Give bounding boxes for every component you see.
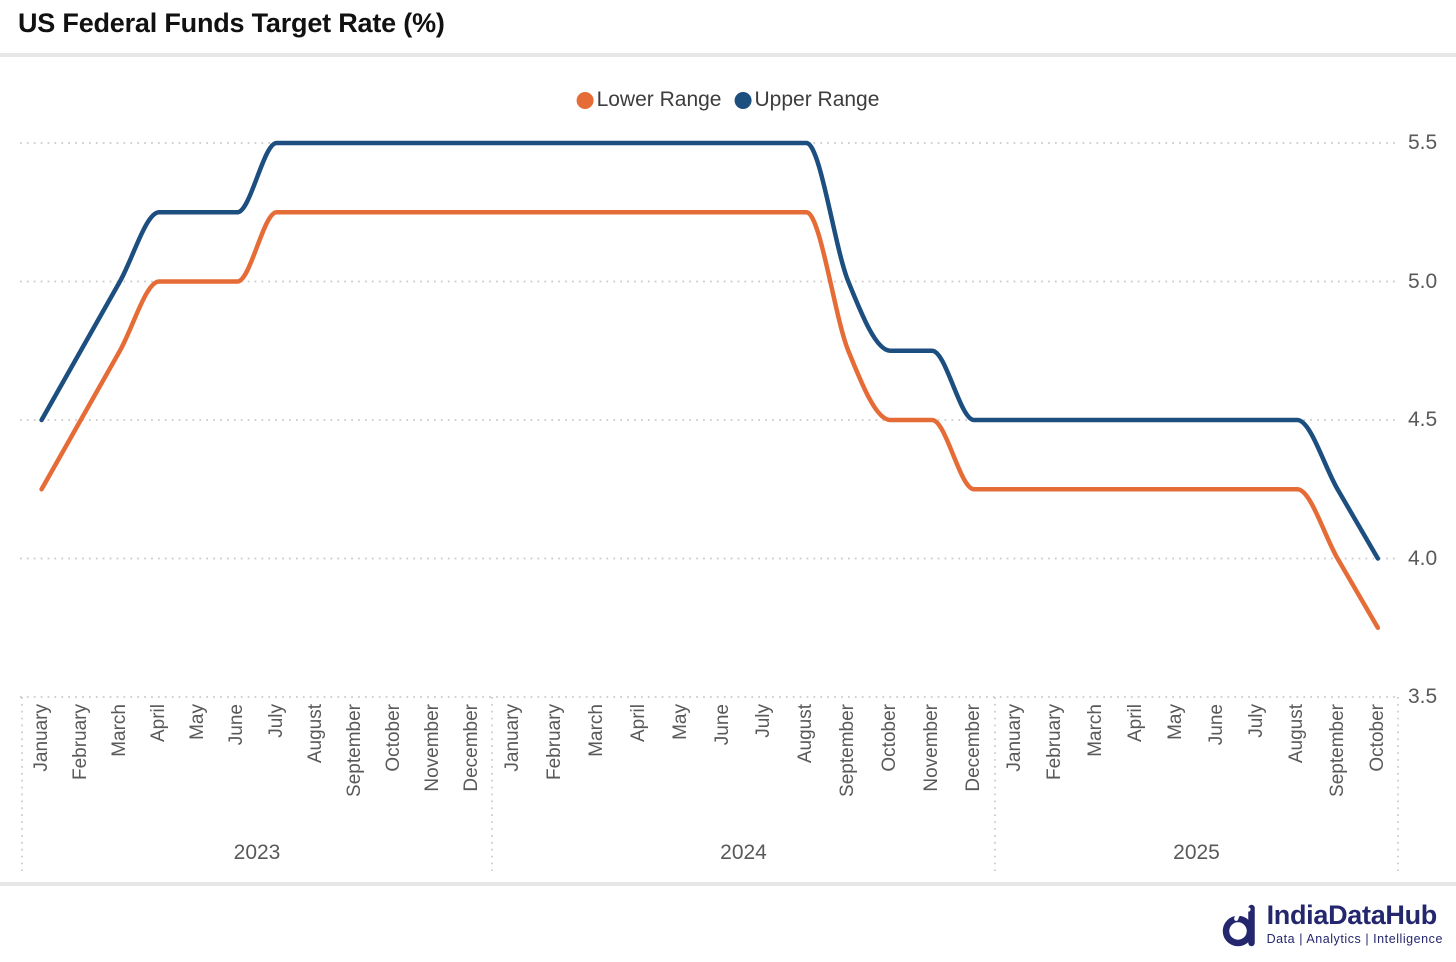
x-axis-month-label: August [1286, 704, 1308, 764]
x-axis-month-label: April [148, 704, 170, 743]
x-axis-month-label: July [1245, 704, 1267, 738]
x-axis-month-label: May [187, 704, 209, 740]
legend-item-upper-range[interactable]: Upper Range [734, 88, 880, 112]
x-axis-month-label: December [461, 704, 483, 792]
x-axis-month-label: June [711, 704, 733, 746]
footer-brand: IndiaDataHub Data | Analytics | Intellig… [1222, 900, 1443, 948]
top-divider [0, 53, 1456, 57]
legend: Lower Range Upper Range [576, 88, 880, 112]
chart-title: US Federal Funds Target Rate (%) [18, 8, 445, 38]
x-axis-month-label: March [585, 704, 607, 757]
x-axis-month-label: September [837, 704, 859, 797]
y-axis-tick-label: 4.5 [1408, 408, 1438, 431]
x-axis-month-label: January [501, 704, 523, 772]
x-axis-month-label: October [1366, 704, 1388, 772]
x-axis-month-label: February [1044, 704, 1066, 781]
bottom-divider [0, 882, 1456, 886]
x-axis-month-label: February [69, 704, 91, 781]
x-axis-month-label: July [753, 704, 775, 738]
y-axis-tick-label: 3.5 [1408, 685, 1438, 708]
x-axis-month-label: September [1326, 704, 1348, 797]
x-axis-month-label: November [921, 704, 943, 792]
x-axis-month-label: April [1125, 704, 1147, 743]
x-axis-month-label: August [795, 704, 817, 764]
x-axis-month-label: January [1004, 704, 1026, 772]
x-axis-month-label: November [422, 704, 444, 792]
x-axis-month-label: August [304, 704, 326, 764]
lower-range-swatch-icon [576, 91, 594, 109]
x-axis-month-label: December [963, 704, 985, 792]
x-axis-month-label: September [343, 704, 365, 797]
x-axis-month-label: June [1205, 704, 1227, 746]
x-axis-year-label: 2025 [1173, 841, 1220, 864]
x-axis-month-label: May [1165, 704, 1187, 740]
y-axis-tick-label: 5.0 [1408, 269, 1438, 293]
brand-name: IndiaDataHub [1266, 900, 1438, 930]
legend-label-lower-range: Lower Range [596, 88, 722, 111]
x-axis-year-label: 2024 [720, 841, 767, 864]
indiadatahub-logo-icon [1222, 904, 1255, 947]
x-axis-month-label: July [265, 704, 287, 738]
legend-item-lower-range[interactable]: Lower Range [576, 88, 722, 112]
x-axis-year-label: 2023 [233, 841, 281, 864]
upper-range-line [39, 140, 1381, 561]
lower-range-line [39, 210, 1381, 630]
x-axis-month-label: April [627, 704, 649, 743]
x-axis-month-label: January [30, 704, 52, 772]
x-axis-month-label: March [108, 704, 130, 757]
x-axis-month-label: March [1084, 704, 1106, 757]
y-axis-tick-label: 5.5 [1408, 131, 1438, 154]
x-axis-month-label: May [669, 704, 691, 740]
brand-tagline: Data | Analytics | Intelligence [1266, 932, 1443, 946]
legend-label-upper-range: Upper Range [754, 88, 880, 111]
upper-range-swatch-icon [734, 91, 752, 109]
x-axis-month-label: June [226, 704, 248, 746]
x-axis-month-label: October [383, 704, 405, 772]
x-axis-month-label: October [879, 704, 901, 772]
x-axis-month-label: February [543, 704, 565, 781]
y-axis-tick-label: 4.0 [1408, 546, 1438, 570]
